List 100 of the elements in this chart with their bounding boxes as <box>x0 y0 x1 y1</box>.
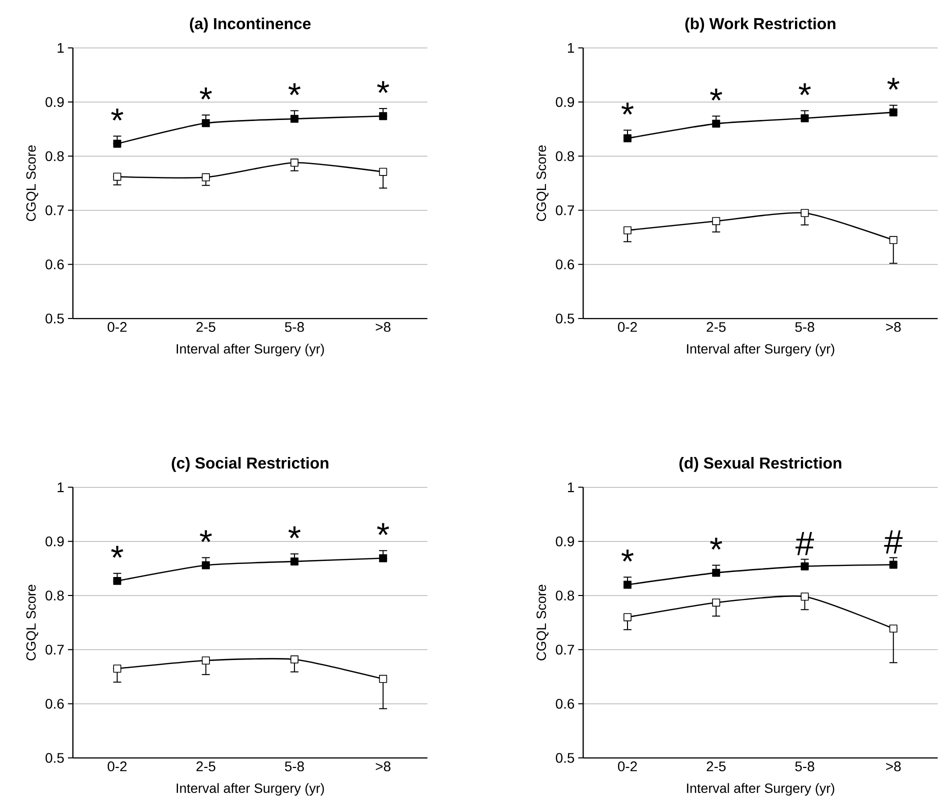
chart-title: (c) Social Restriction <box>172 457 328 472</box>
chart-title: (d) Sexual Restriction <box>679 457 842 472</box>
point <box>290 558 298 566</box>
point <box>379 112 388 120</box>
point <box>379 674 388 683</box>
x-tick-label: >8 <box>376 322 390 332</box>
annotation: * <box>621 102 634 115</box>
point <box>624 226 632 234</box>
y-tick-label: 1 <box>568 43 574 53</box>
annotation: * <box>377 81 390 94</box>
annotation: * <box>710 538 722 550</box>
y-tick-label: 0.9 <box>46 97 64 108</box>
x-tick-label: 2-5 <box>706 322 726 332</box>
x-axis-title: Interval after Surgery (yr) <box>176 783 324 796</box>
x-tick-label: 2-5 <box>706 762 726 772</box>
point <box>113 664 122 673</box>
y-tick-label: 0.7 <box>46 205 64 216</box>
y-tick-label: 0.8 <box>556 590 574 601</box>
point <box>379 168 388 176</box>
y-tick-label: 0.8 <box>46 151 64 162</box>
annotation: # <box>796 532 814 556</box>
annotation: * <box>200 530 212 542</box>
y-tick-label: 0.6 <box>556 698 574 709</box>
x-tick-label: 2-5 <box>196 322 216 332</box>
y-tick-label: 0.6 <box>556 260 574 270</box>
x-tick-label: 0-2 <box>618 762 637 772</box>
x-tick-label: 5-8 <box>795 322 814 332</box>
y-tick-label: 0.7 <box>556 644 574 655</box>
x-tick-label: >8 <box>886 762 901 772</box>
x-axis-title: Interval after Surgery (yr) <box>176 344 324 356</box>
y-axis-title: CGQL Score <box>26 584 38 660</box>
point <box>889 108 898 116</box>
annotation: * <box>111 108 124 121</box>
point <box>624 613 632 622</box>
point <box>712 120 720 128</box>
y-tick-label: 0.6 <box>46 698 64 709</box>
annotation: * <box>200 88 212 100</box>
annotation: # <box>884 530 903 554</box>
x-tick-label: >8 <box>376 762 390 772</box>
y-tick-label: 1 <box>568 482 574 492</box>
y-tick-label: 0.5 <box>46 314 64 324</box>
y-axis-title: CGQL Score <box>536 145 548 222</box>
point <box>800 114 809 122</box>
point <box>800 209 809 218</box>
y-axis-title: CGQL Score <box>536 584 548 660</box>
point <box>624 580 632 589</box>
point <box>113 172 122 181</box>
y-tick-label: 0.5 <box>46 753 64 763</box>
point <box>202 119 210 128</box>
y-tick-label: 0.5 <box>556 753 574 763</box>
y-tick-label: 0.9 <box>556 97 574 108</box>
point <box>379 554 388 562</box>
point <box>113 140 122 148</box>
y-tick-label: 0.7 <box>46 644 64 655</box>
y-tick-label: 0.7 <box>556 205 574 216</box>
x-tick-label: 5-8 <box>284 322 304 332</box>
y-tick-label: 0.9 <box>556 536 574 546</box>
y-tick-label: 0.6 <box>46 260 64 270</box>
point <box>712 598 720 607</box>
x-tick-label: 0-2 <box>618 322 637 332</box>
point <box>712 568 720 577</box>
x-tick-label: 5-8 <box>284 762 304 772</box>
point <box>202 561 210 570</box>
x-tick-label: 0-2 <box>108 322 127 332</box>
annotation: * <box>887 78 900 90</box>
x-tick-label: >8 <box>886 322 901 332</box>
point <box>202 173 210 182</box>
point <box>290 158 298 167</box>
x-tick-label: 0-2 <box>108 762 127 772</box>
annotation: * <box>798 83 811 96</box>
y-axis-title: CGQL Score <box>26 145 38 222</box>
x-tick-label: 2-5 <box>196 762 216 772</box>
annotation: * <box>288 83 301 96</box>
x-axis-title: Interval after Surgery (yr) <box>687 344 834 356</box>
point <box>800 562 809 570</box>
point <box>624 134 632 142</box>
x-axis-title: Interval after Surgery (yr) <box>687 783 834 796</box>
annotation: * <box>288 526 301 538</box>
y-tick-label: 0.5 <box>556 314 574 324</box>
point <box>290 114 298 123</box>
chart-title: (a) Incontinence <box>190 18 311 33</box>
annotation: * <box>710 88 722 101</box>
point <box>889 624 898 633</box>
y-tick-label: 1 <box>58 43 64 53</box>
y-tick-label: 0.8 <box>556 151 574 162</box>
x-tick-label: 5-8 <box>795 762 814 772</box>
point <box>202 656 210 665</box>
point <box>113 577 122 586</box>
y-tick-label: 1 <box>58 482 64 492</box>
chart-title: (b) Work Restriction <box>685 18 836 33</box>
annotation: * <box>111 546 124 558</box>
point <box>889 236 898 244</box>
point <box>889 560 898 569</box>
y-tick-label: 0.9 <box>46 536 64 546</box>
point <box>290 656 298 664</box>
point <box>800 592 809 601</box>
point <box>712 217 720 226</box>
y-tick-label: 0.8 <box>46 590 64 601</box>
annotation: * <box>621 550 634 562</box>
annotation: * <box>377 523 390 536</box>
